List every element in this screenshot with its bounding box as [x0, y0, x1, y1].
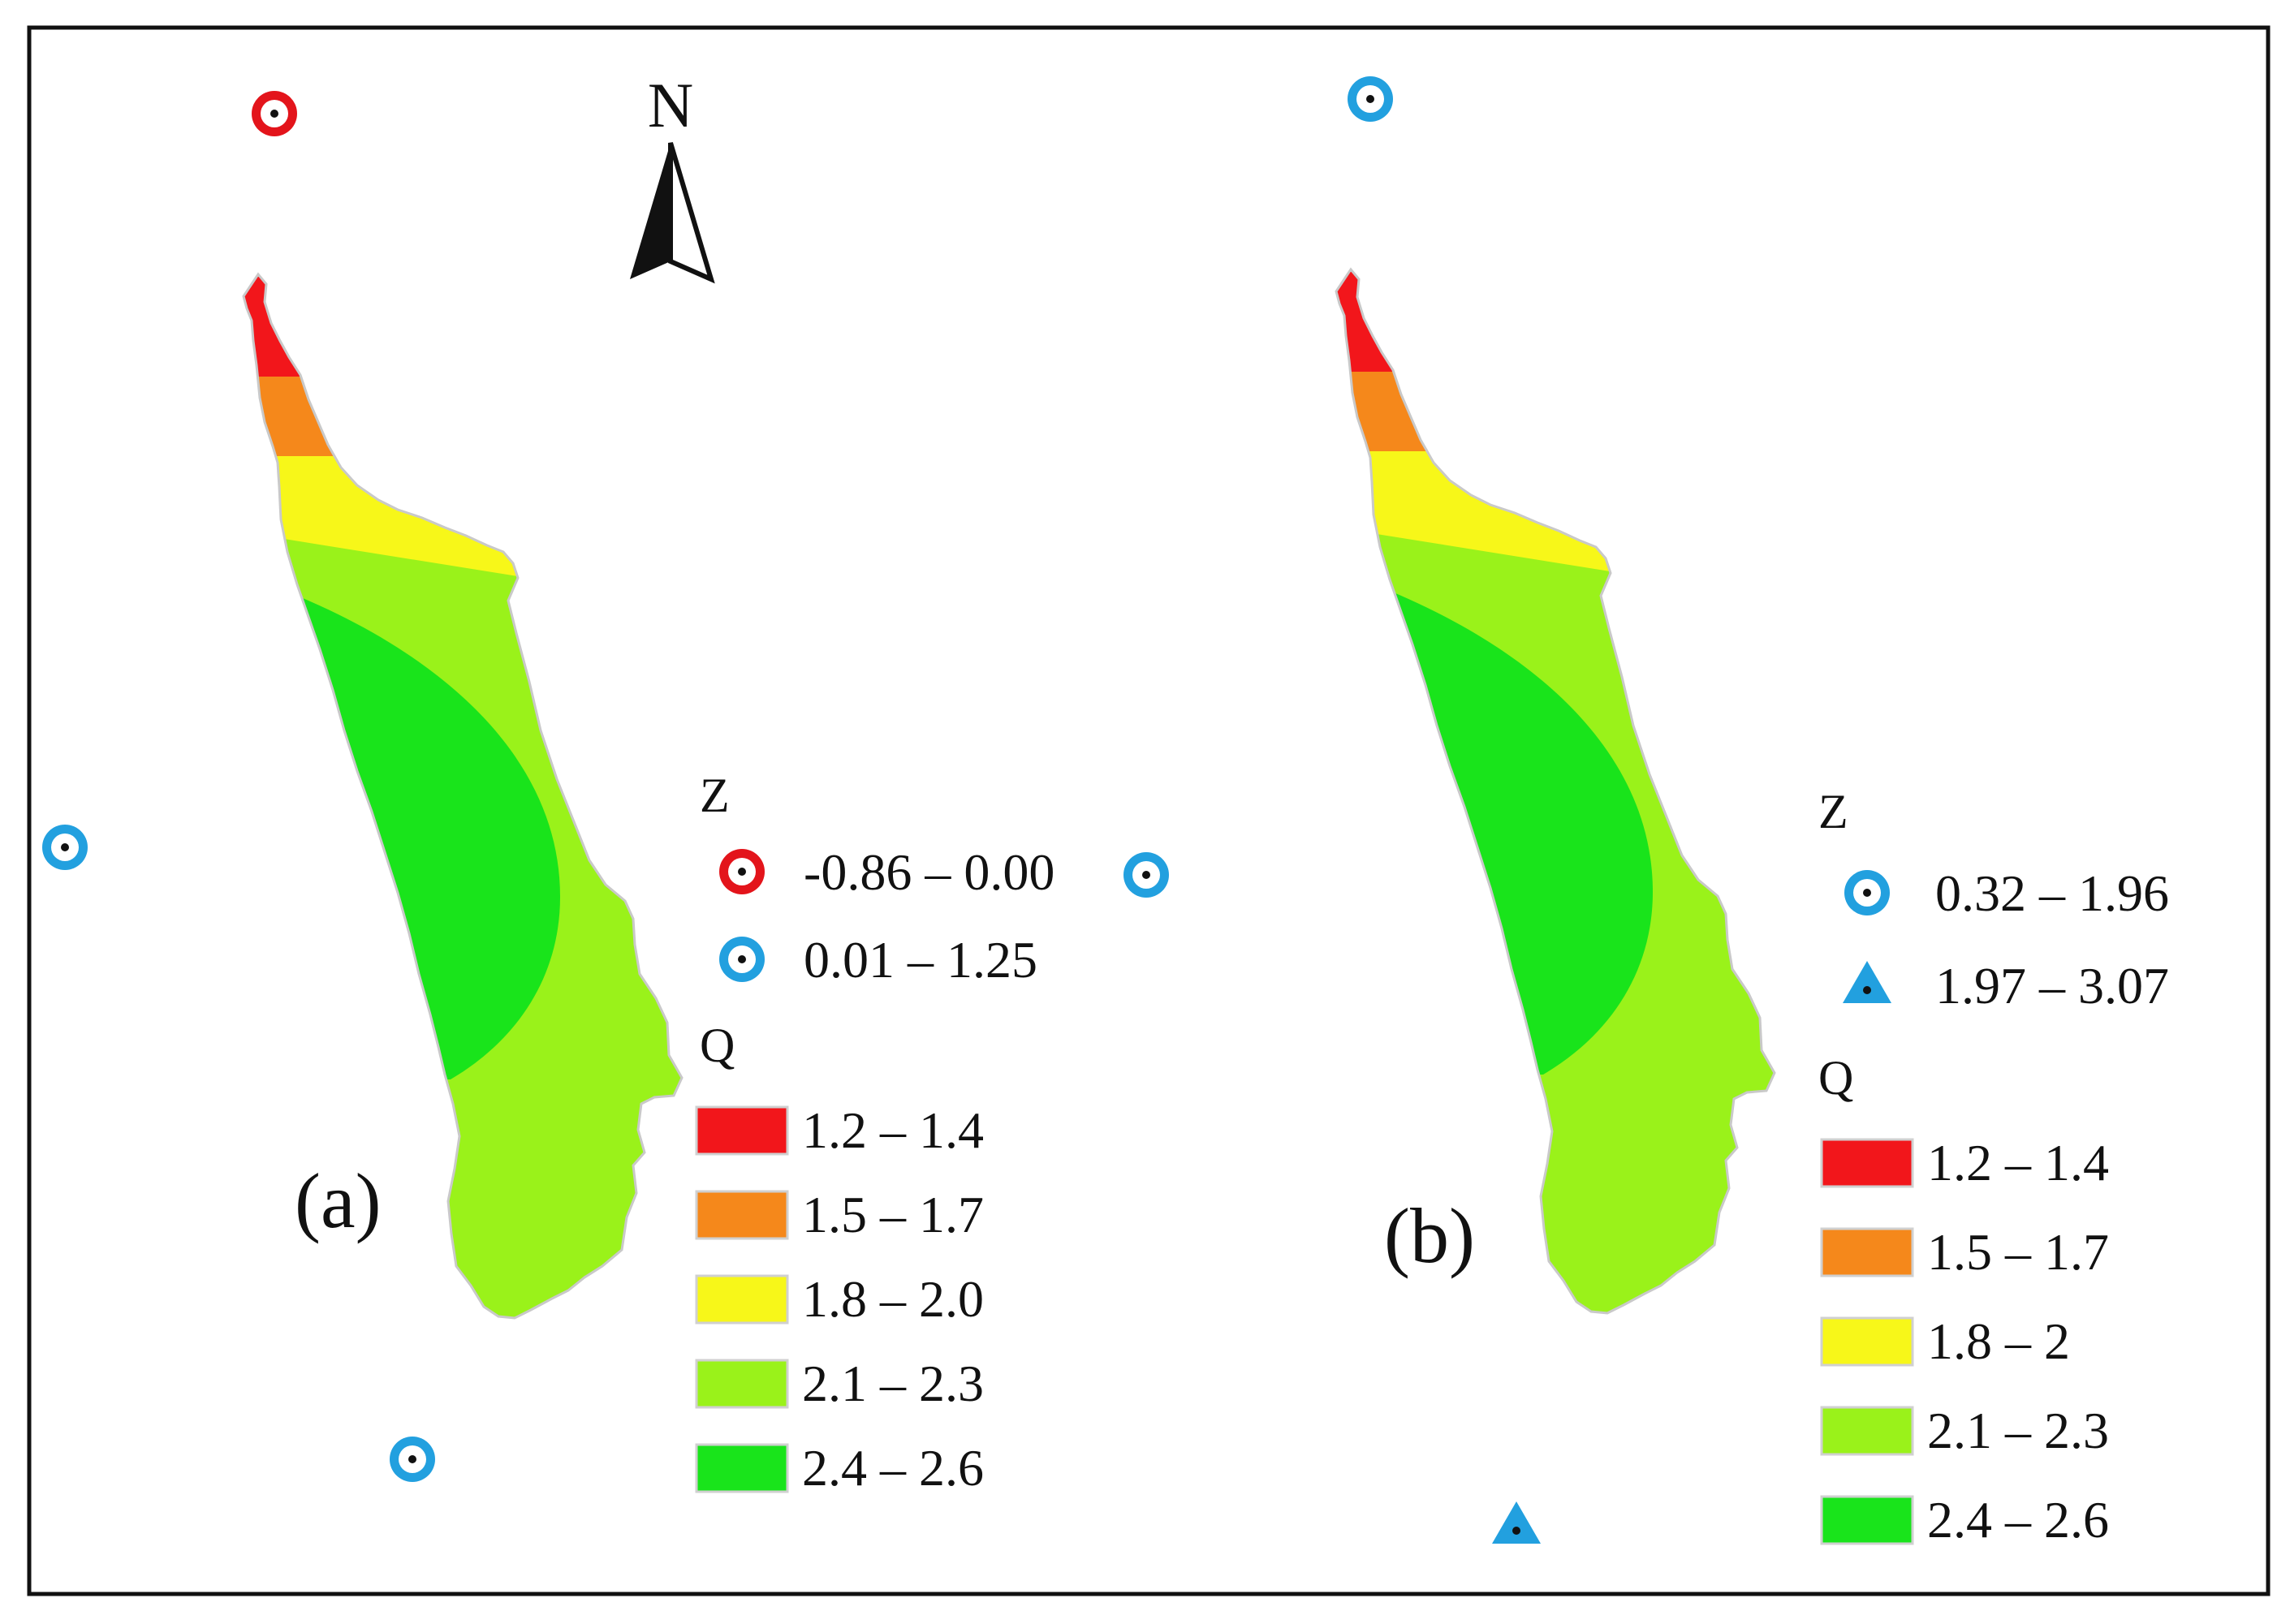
q-legend-swatch: [695, 1359, 789, 1409]
q-legend-swatch: [695, 1190, 789, 1240]
q-legend-swatch: [695, 1105, 789, 1156]
z-legend-item: -0.86 – 0.00: [719, 843, 1054, 901]
z-legend-label: 1.97 – 3.07: [1935, 957, 2169, 1014]
q-legend-label: 1.5 – 1.7: [1927, 1223, 2109, 1281]
q-legend-label: 2.4 – 2.6: [802, 1439, 984, 1497]
z-legend-label: -0.86 – 0.00: [804, 843, 1054, 901]
q-legend-swatch: [1820, 1495, 1914, 1545]
q-legend-item: 1.2 – 1.4: [1820, 1134, 2109, 1191]
panel-b-legend: Z 0.32 – 1.96 1.97 – 3.07 Q 1.2 – 1.4 1.5 …: [1818, 785, 2169, 1549]
q-legend-label: 1.8 – 2.0: [802, 1270, 984, 1328]
panel-b-stations: [1348, 76, 1541, 1544]
panel-a-label: (a): [295, 1157, 382, 1244]
panel-a-q-title: Q: [700, 1019, 735, 1072]
panel-a-region-outline: [242, 272, 684, 1320]
panel-b-z-title: Z: [1818, 785, 1848, 838]
panel-a-z-title: Z: [700, 769, 730, 822]
panel-b-region-outline: [1335, 267, 1776, 1315]
station-marker-icon: [252, 91, 297, 136]
q-legend-item: 1.8 – 2: [1820, 1312, 2070, 1370]
circle-symbol-icon: [719, 937, 765, 982]
q-legend-label: 2.4 – 2.6: [1927, 1491, 2109, 1549]
q-legend-item: 2.4 – 2.6: [1820, 1491, 2109, 1549]
panel-b-label: (b): [1384, 1192, 1475, 1279]
panel-a-stations: [42, 91, 1169, 1482]
q-legend-label: 1.5 – 1.7: [802, 1186, 984, 1243]
z-legend-item: 0.01 – 1.25: [719, 931, 1037, 989]
q-legend-label: 2.1 – 2.3: [802, 1355, 984, 1412]
z-legend-label: 0.01 – 1.25: [804, 931, 1037, 989]
q-legend-swatch: [695, 1443, 789, 1493]
q-legend-item: 1.8 – 2.0: [695, 1270, 984, 1328]
circle-symbol-icon: [1844, 870, 1890, 915]
station-triangle-icon: [1492, 1501, 1541, 1544]
north-arrow-icon: N: [630, 70, 715, 284]
q-legend-item: 2.1 – 2.3: [1820, 1402, 2109, 1459]
q-legend-label: 1.2 – 1.4: [1927, 1134, 2109, 1191]
q-legend-label: 1.2 – 1.4: [802, 1101, 984, 1159]
station-marker-icon: [1123, 852, 1169, 898]
q-legend-item: 2.4 – 2.6: [695, 1439, 984, 1497]
q-legend-swatch: [695, 1274, 789, 1325]
panel-a-legend: Z -0.86 – 0.00 0.01 – 1.25 Q 1.2 – 1.4 1.5…: [695, 769, 1054, 1497]
q-legend-item: 2.1 – 2.3: [695, 1355, 984, 1412]
q-legend-swatch: [1820, 1316, 1914, 1367]
circle-symbol-icon: [719, 849, 765, 894]
north-label: N: [648, 70, 693, 140]
z-legend-item: 1.97 – 3.07: [1843, 957, 2169, 1014]
q-legend-swatch: [1820, 1406, 1914, 1456]
z-legend-item: 0.32 – 1.96: [1844, 864, 2169, 922]
q-legend-swatch: [1820, 1227, 1914, 1277]
q-legend-label: 1.8 – 2: [1927, 1312, 2070, 1370]
q-legend-item: 1.5 – 1.7: [695, 1186, 984, 1243]
panel-b-q-title: Q: [1818, 1051, 1853, 1105]
q-legend-item: 1.2 – 1.4: [695, 1101, 984, 1159]
station-marker-icon: [390, 1437, 435, 1482]
q-legend-swatch: [1820, 1138, 1914, 1188]
q-legend-item: 1.5 – 1.7: [1820, 1223, 2109, 1281]
station-marker-icon: [42, 825, 88, 870]
q-legend-label: 2.1 – 2.3: [1927, 1402, 2109, 1459]
station-marker-icon: [1348, 76, 1393, 122]
triangle-symbol-icon: [1843, 961, 1891, 1003]
z-legend-label: 0.32 – 1.96: [1935, 864, 2169, 922]
